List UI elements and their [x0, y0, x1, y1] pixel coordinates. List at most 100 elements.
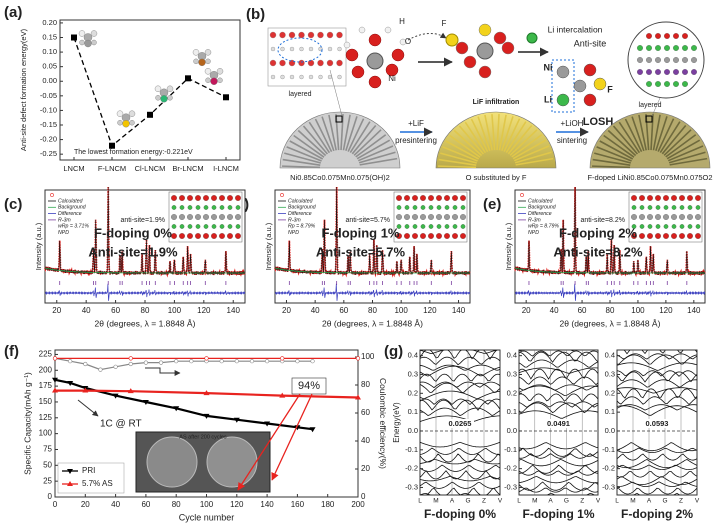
- y-tick-label: 150: [39, 397, 53, 406]
- legend-label: R-3m: [58, 217, 71, 223]
- atom-icon: [452, 214, 458, 220]
- atom-icon: [193, 58, 199, 65]
- particle-texture: [638, 114, 647, 151]
- atom-icon: [593, 77, 607, 91]
- annotation-arrow: [145, 367, 181, 376]
- data-point: [234, 359, 239, 364]
- legend-label: NPD: [58, 230, 69, 236]
- data-point: [203, 390, 210, 396]
- particle-texture: [655, 116, 668, 152]
- atom-icon: [195, 195, 201, 201]
- atom-icon: [117, 120, 123, 126]
- atom-icon: [637, 57, 643, 63]
- band-line: [617, 499, 697, 504]
- atom-icon: [664, 33, 670, 39]
- atom-icon: [671, 195, 677, 201]
- atom-icon: [444, 195, 450, 201]
- atom-icon: [79, 39, 85, 46]
- y-tick-label: 0.0: [408, 426, 418, 435]
- k-label: V: [695, 498, 700, 505]
- y-tick-label: 0.15: [42, 32, 57, 41]
- atom-icon: [436, 224, 442, 229]
- legend-label: Calculated: [528, 198, 554, 204]
- band-line: [617, 464, 697, 471]
- y2-tick-label: 40: [361, 436, 370, 445]
- atom-icon: [351, 65, 365, 79]
- y-tick-label: 75: [43, 445, 52, 454]
- k-label: L: [517, 498, 521, 505]
- atom-icon: [336, 59, 343, 67]
- atom-icon: [289, 46, 295, 52]
- atom-icon: [687, 195, 693, 201]
- particle-texture: [355, 134, 387, 158]
- particle-texture: [449, 134, 481, 158]
- diagram-label: Anti-site: [574, 38, 607, 48]
- k-label: M: [532, 498, 537, 505]
- band-line: [420, 475, 500, 482]
- atom-icon: [655, 205, 661, 210]
- band-line: [519, 385, 598, 397]
- atom-icon: [679, 195, 685, 201]
- band-line: [519, 453, 598, 459]
- band-line: [519, 470, 598, 476]
- particle-texture: [282, 158, 321, 166]
- atom-icon: [211, 233, 217, 239]
- x-tick-label: F-LNCM: [98, 164, 126, 173]
- overlay-label: F-doping 2%: [559, 225, 637, 240]
- atom-icon: [195, 214, 201, 220]
- atom-icon: [227, 205, 233, 210]
- atom-icon: [171, 224, 177, 229]
- k-label: G: [564, 498, 569, 505]
- atom-icon: [673, 69, 679, 75]
- band-line: [519, 458, 598, 467]
- k-label: G: [465, 498, 470, 505]
- y-tick-label: -0.1: [405, 445, 418, 454]
- background-line: [274, 267, 470, 274]
- y-tick-label: 0.4: [605, 351, 615, 360]
- atom-icon: [646, 69, 652, 75]
- data-point: [113, 364, 118, 369]
- x-tick-label: Cl-LNCM: [135, 164, 166, 173]
- x-tick-label: 100: [631, 306, 645, 315]
- annotation-box: [291, 377, 327, 395]
- atom-icon: [205, 58, 211, 65]
- atom-icon: [345, 48, 359, 62]
- y2-tick-label: 100: [361, 352, 375, 361]
- atom-icon: [663, 195, 669, 201]
- legend-label: Background: [528, 205, 557, 211]
- callout-line: [651, 97, 661, 117]
- particle-texture: [357, 145, 394, 162]
- atom-icon: [317, 59, 324, 67]
- particle-texture: [470, 118, 489, 153]
- crystal-box: [267, 27, 347, 87]
- atom-icon: [337, 46, 342, 52]
- atom-icon: [270, 74, 276, 80]
- atom-icon: [171, 233, 177, 239]
- atom-icon: [203, 195, 209, 201]
- band-line: [420, 340, 500, 348]
- atom-icon: [298, 31, 305, 39]
- atom-icon: [203, 214, 209, 220]
- caption: F-doping 2%: [621, 507, 693, 521]
- data-point: [147, 111, 153, 118]
- atom-icon: [404, 224, 410, 229]
- atom-icon: [385, 63, 399, 77]
- y-axis-label: Energy(eV): [392, 402, 401, 443]
- atom-icon: [204, 49, 212, 56]
- y-tick-label: -0.1: [602, 445, 615, 454]
- band-line: [617, 388, 697, 399]
- band-line: [617, 470, 697, 478]
- panel-label: (e): [483, 196, 501, 213]
- band-line: [617, 338, 697, 348]
- atom-icon: [460, 195, 466, 201]
- data-line: [54, 357, 313, 371]
- atom-icon: [90, 30, 98, 37]
- bands: [617, 338, 697, 504]
- particle-texture: [496, 114, 500, 151]
- atom-icon: [235, 205, 241, 210]
- band-line: [420, 381, 500, 389]
- particle-texture: [509, 129, 538, 156]
- x-tick-label: 60: [141, 500, 150, 509]
- atom-icon: [655, 214, 661, 220]
